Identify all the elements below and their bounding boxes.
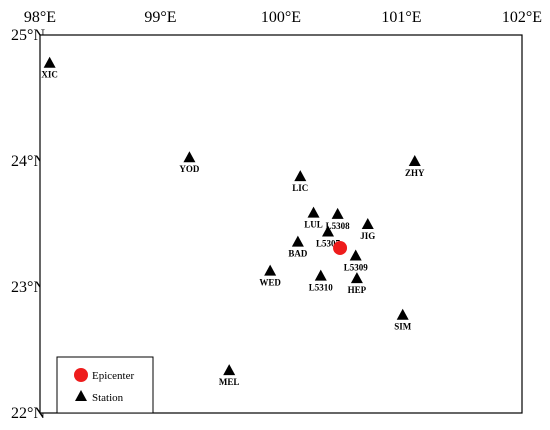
station-triangle-icon — [294, 170, 307, 182]
station-l5310: L5310 — [309, 269, 334, 293]
station-label: YOD — [179, 164, 200, 174]
lat-tick-label: 22°N — [11, 405, 45, 422]
station-triangle-icon — [264, 264, 277, 276]
station-label: LUL — [304, 220, 323, 230]
station-label: LIC — [292, 183, 308, 193]
station-jig: JIG — [360, 218, 375, 241]
station-label: BAD — [288, 249, 308, 259]
station-label: JIG — [360, 231, 375, 241]
station-wed: WED — [259, 264, 281, 288]
station-triangle-icon — [350, 272, 363, 284]
station-bad: BAD — [288, 235, 308, 259]
station-triangle-icon — [321, 225, 334, 237]
lon-tick-label: 100°E — [261, 9, 301, 26]
station-lic: LIC — [292, 170, 308, 193]
station-label: ZHY — [405, 168, 425, 178]
station-yod: YOD — [179, 151, 200, 174]
station-label: L5307 — [316, 239, 341, 249]
legend-epicenter-symbol — [74, 368, 88, 382]
station-l5307: L5307 — [316, 225, 341, 249]
station-xic: XIC — [41, 56, 58, 80]
station-l5308: L5308 — [326, 207, 351, 231]
station-label: MEL — [219, 377, 240, 387]
lat-tick-label: 23°N — [11, 279, 45, 296]
legend-box — [56, 356, 154, 414]
map-frame — [39, 34, 523, 414]
station-triangle-icon — [361, 218, 374, 229]
station-label: HEP — [348, 285, 367, 295]
station-triangle-icon — [408, 155, 421, 166]
legend-station-symbol — [75, 390, 87, 401]
station-triangle-icon — [307, 206, 320, 218]
station-sim: SIM — [394, 308, 412, 332]
station-hep: HEP — [348, 272, 367, 295]
station-label: L5308 — [326, 221, 351, 231]
station-triangle-icon — [223, 364, 236, 376]
epicenter-marker — [333, 240, 348, 255]
lon-tick-label: 102°E — [502, 9, 542, 26]
station-triangle-icon — [349, 249, 362, 261]
station-zhy: ZHY — [405, 155, 425, 178]
station-triangle-icon — [183, 151, 196, 163]
station-triangle-icon — [291, 235, 304, 247]
lat-tick-label: 25°N — [11, 27, 45, 44]
legend: Epicenter Station — [56, 356, 154, 414]
station-label: L5309 — [344, 263, 369, 273]
tick-labels: 98°E 99°E 100°E 101°E 102°E 25°N 24°N 23°N 22°N — [11, 9, 542, 422]
stations-layer: XIC YOD LIC ZHY LUL L5308 JIG L5307 BAD L5309 WED L… — [41, 56, 425, 387]
station-lul: LUL — [304, 206, 323, 230]
legend-epicenter-label: Epicenter — [92, 370, 134, 382]
station-label: SIM — [394, 322, 412, 332]
station-triangle-icon — [331, 207, 344, 219]
lon-tick-label: 98°E — [24, 9, 56, 26]
station-triangle-icon — [396, 308, 409, 320]
station-l5309: L5309 — [344, 249, 369, 273]
station-mel: MEL — [219, 364, 240, 387]
lat-tick-label: 24°N — [11, 153, 45, 170]
station-label: XIC — [41, 70, 58, 80]
station-label: L5310 — [309, 283, 334, 293]
station-triangle-icon — [314, 269, 327, 281]
station-label: WED — [259, 278, 281, 288]
lon-tick-label: 101°E — [381, 9, 421, 26]
legend-station-label: Station — [92, 392, 124, 404]
lon-tick-label: 99°E — [144, 9, 176, 26]
station-triangle-icon — [43, 56, 56, 68]
